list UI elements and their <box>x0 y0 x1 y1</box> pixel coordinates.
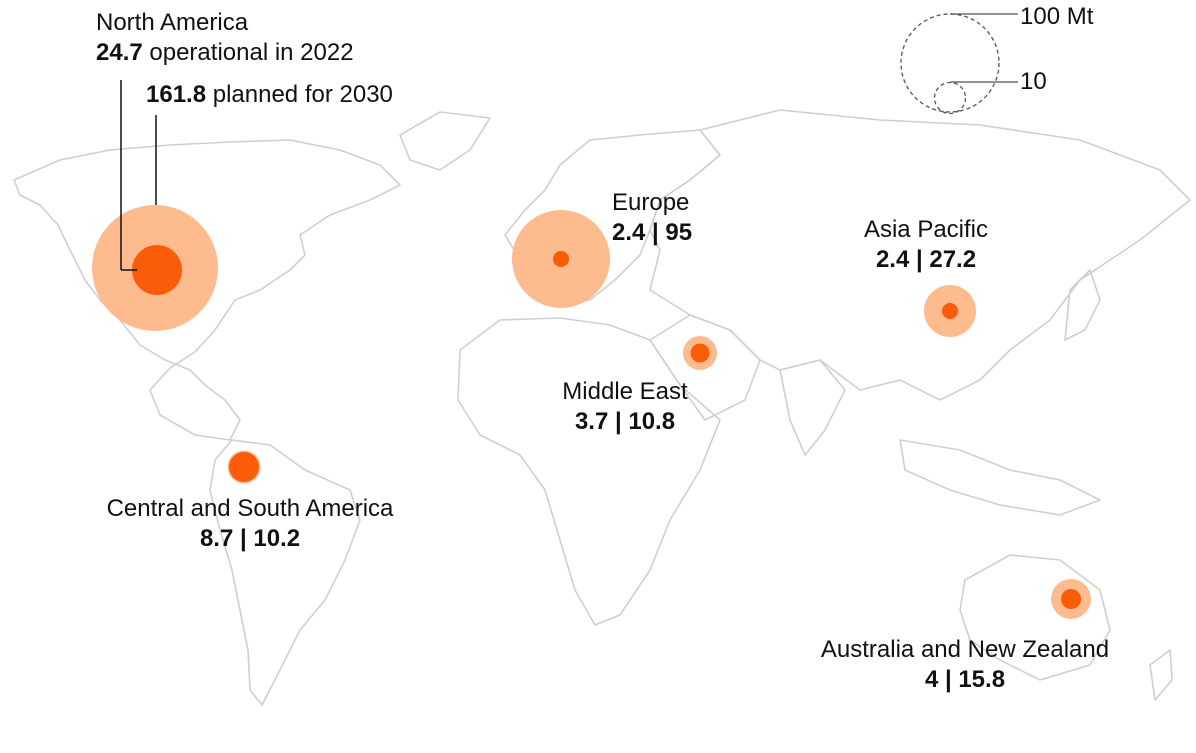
bubble-operational-europe <box>553 251 569 267</box>
region-name: Australia and New Zealand <box>820 636 1110 663</box>
na-leaders <box>120 80 157 271</box>
region-values: 8.7 | 10.2 <box>199 525 301 552</box>
region-values: 2.4 | 27.2 <box>875 246 977 273</box>
operational-line: 24.7 operational in 2022 <box>96 38 354 68</box>
legend-circle-small <box>933 81 967 115</box>
label-asia-pacific: Asia Pacific 2.4 | 27.2 <box>826 215 1026 275</box>
bubble-operational-middle-east <box>690 343 710 363</box>
label-central-south-america: Central and South America 8.7 | 10.2 <box>70 494 430 554</box>
operational-value: 24.7 <box>96 39 143 66</box>
planned-text: planned for 2030 <box>206 81 393 108</box>
bubbles <box>92 205 1091 619</box>
legend-large-label: 100 Mt <box>1020 3 1094 30</box>
operational-text: operational in 2022 <box>142 39 354 66</box>
legend-circle-large <box>900 13 1000 113</box>
region-name: Central and South America <box>106 495 394 522</box>
region-name: Asia Pacific <box>863 216 989 243</box>
bubble-operational-csa <box>229 452 259 482</box>
land-outlines <box>13 109 1191 706</box>
region-name: North America <box>96 9 249 36</box>
region-values: 3.7 | 10.8 <box>574 408 676 435</box>
region-values: 4 | 15.8 <box>924 666 1006 693</box>
planned-value: 161.8 <box>146 81 207 108</box>
label-australia-new-zealand: Australia and New Zealand 4 | 15.8 <box>790 635 1140 695</box>
label-north-america: North America 24.7 operational in 2022 <box>96 8 354 68</box>
bubble-operational-asia-pacific <box>942 303 958 319</box>
label-middle-east: Middle East 3.7 | 10.8 <box>525 377 725 437</box>
label-europe: Europe 2.4 | 95 <box>612 188 692 248</box>
planned-line: 161.8 planned for 2030 <box>146 80 393 110</box>
bubble-operational-north-america <box>132 245 182 295</box>
legend-small-label: 10 <box>1020 68 1047 95</box>
region-name: Middle East <box>562 378 688 405</box>
bubble-operational-anz <box>1061 589 1081 609</box>
size-legend <box>900 13 1018 115</box>
region-values: 2.4 | 95 <box>612 219 693 246</box>
region-name: Europe <box>612 189 690 216</box>
